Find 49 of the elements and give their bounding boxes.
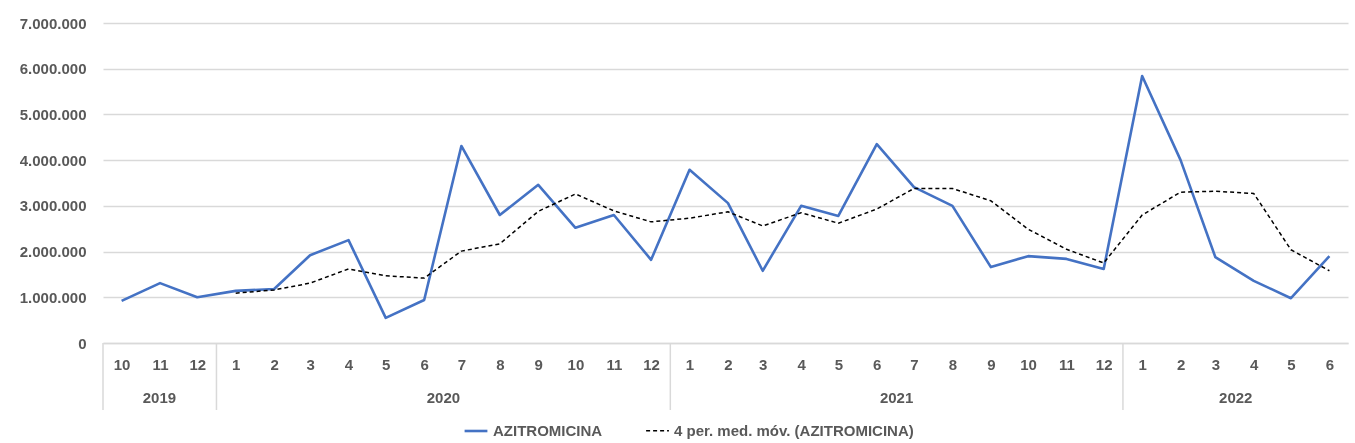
x-tick-label: 11: [1059, 355, 1075, 373]
y-tick-label: 3.000.000: [19, 197, 87, 215]
text: 2022: [1219, 389, 1253, 406]
x-tick-label: 1: [232, 355, 241, 373]
x-tick-label: 3: [1211, 355, 1220, 373]
x-tick-label: 11: [606, 355, 623, 373]
y-tick-label: 2.000.000: [19, 243, 87, 261]
x-tick-label: 5: [834, 355, 844, 373]
x-tick-label: 1: [1138, 355, 1147, 373]
x-tick-label: 5: [382, 355, 391, 373]
x-tick-label: 12: [643, 355, 660, 373]
x-tick-label: 8: [496, 355, 505, 373]
x-tick-label: 2: [1176, 355, 1186, 373]
x-tick-label: 2: [270, 355, 279, 373]
x-tick-label: 9: [987, 355, 996, 373]
y-tick-label: 4.000.000: [19, 151, 87, 169]
x-tick-label: 6: [420, 355, 429, 373]
x-tick-label: 1: [685, 355, 695, 373]
x-tick-label: 6: [873, 355, 882, 373]
x-tick-label: 4: [797, 355, 807, 373]
x-tick-label: 4: [344, 355, 354, 373]
x-tick-label: 3: [759, 355, 768, 373]
x-tick-label: 5: [1287, 355, 1296, 373]
text: 2020: [426, 389, 461, 406]
legend-label: 4 per. med. móv. (AZITROMICINA): [674, 421, 914, 439]
y-tick-label: 7.000.000: [19, 14, 87, 32]
x-tick-label: 9: [534, 355, 543, 373]
x-tick-label: 3: [306, 355, 315, 373]
y-tick-label: 1.000.000: [19, 288, 87, 306]
x-tick-label: 7: [910, 355, 919, 373]
text: 2019: [142, 389, 177, 406]
x-tick-label: 8: [948, 355, 958, 373]
line-series: [234, 187, 1331, 294]
x-tick-label: 4: [1250, 355, 1260, 373]
text: 2021: [879, 389, 914, 406]
line-series: [120, 74, 1331, 320]
legend-label: AZITROMICINA: [493, 422, 603, 439]
x-tick-label: 12: [189, 355, 207, 373]
y-tick-label: 6.000.000: [19, 60, 87, 78]
x-tick-label: 11: [152, 355, 169, 373]
y-tick-label: 5.000.000: [19, 105, 87, 123]
x-tick-label: 10: [113, 355, 131, 373]
x-tick-label: 6: [1325, 355, 1335, 373]
x-tick-label: 7: [457, 355, 467, 373]
x-tick-label: 10: [567, 355, 585, 373]
x-tick-label: 2: [724, 355, 733, 373]
y-tick-label: 0: [78, 334, 87, 352]
x-tick-label: 12: [1095, 355, 1113, 373]
x-tick-label: 10: [1020, 355, 1037, 373]
